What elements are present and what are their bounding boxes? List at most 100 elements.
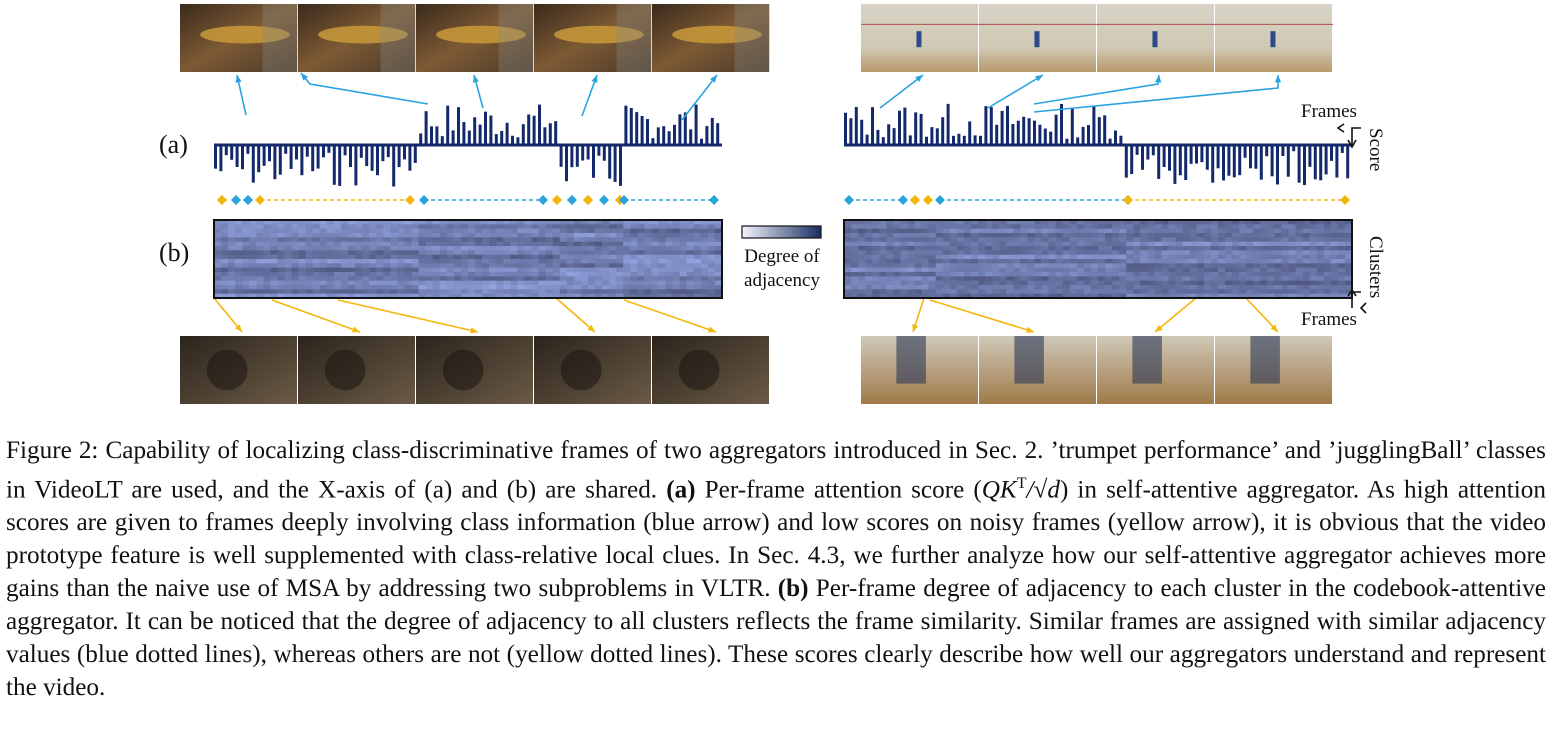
heatmap-cell [658,241,667,247]
heatmap-cell [531,293,540,299]
heatmap-cell [326,259,335,264]
heatmap-cell [1119,285,1127,290]
heatmap-cell [411,276,420,282]
heatmap-cell [1076,280,1085,286]
heatmap-cell [1309,246,1318,251]
heatmap-cell [587,237,596,243]
heatmap-cell [1203,259,1212,264]
score-bar [1022,116,1026,145]
diamond-marker [405,195,415,205]
heatmap-cell [263,250,271,256]
heatmap-cell [665,267,674,273]
heatmap-cell [1140,267,1148,273]
heatmap-cell [397,250,405,256]
heatmap-cell [1260,233,1268,238]
heatmap-cell [348,254,356,260]
heatmap-cell [1217,259,1226,264]
heatmap-cell [1076,276,1085,282]
heatmap-cell [1246,246,1254,251]
heatmap-cell [644,293,652,299]
heatmap-cell [1344,233,1353,238]
heatmap-cell [900,254,908,260]
heatmap-cell [524,289,532,295]
heatmap-cell [844,293,852,299]
heatmap-cell [844,289,852,295]
heatmap-cell [453,259,462,264]
heatmap-cell [1203,280,1212,286]
heatmap-cell [672,267,681,273]
heatmap-cell [1203,250,1212,256]
heatmap-cell [693,267,702,273]
heatmap-cell [1119,259,1127,264]
heatmap-cell [1126,259,1134,264]
heatmap-cell [1076,250,1085,256]
heatmap-cell [1027,289,1035,295]
heatmap-cell [1203,272,1212,277]
heatmap-cell [1069,285,1078,290]
heatmap-cell [1154,233,1162,238]
heatmap-cell [949,241,958,247]
heatmap-cell [573,276,582,282]
heatmap-cell [637,237,645,243]
heatmap-cell [411,285,420,290]
heatmap-cell [460,259,469,264]
heatmap-cell [1133,254,1141,260]
heatmap-cell [1189,250,1198,256]
caption-b-label: (b) [777,575,809,603]
heatmap-cell [439,254,448,260]
heatmap-cell [886,280,894,286]
heatmap-cell [298,293,307,299]
heatmap-cell [700,272,709,277]
score-bar [365,145,369,167]
heatmap-cell [872,259,880,264]
heatmap-cell [928,254,937,260]
heatmap-cell [404,233,413,238]
heatmap-cell [214,246,222,251]
heatmap-cell [291,280,300,286]
heatmap-cell [411,228,420,234]
heatmap-cell [425,246,434,251]
heatmap-cell [298,267,307,273]
heatmap-cell [305,250,314,256]
heatmap-cell [587,224,596,230]
heatmap-cell [496,285,504,290]
heatmap-cell [623,237,631,243]
heatmap-cell [468,263,476,269]
heatmap-cell [319,272,328,277]
heatmap-cell [284,220,293,225]
heatmap-cell [383,280,391,286]
heatmap-cell [242,280,250,286]
heatmap-cell [1027,293,1035,299]
heatmap-cell [545,254,554,260]
heatmap-cell [858,259,866,264]
heatmap-cell [935,254,944,260]
score-bar [489,115,493,145]
heatmap-cell [1246,254,1254,260]
score-bar [316,145,320,169]
heatmap-cell [1217,289,1226,295]
heatmap-cell [1203,246,1212,251]
heatmap-cell [1105,237,1113,243]
heatmap-cell [893,233,901,238]
heatmap-cell [510,263,518,269]
heatmap-cell [235,233,243,238]
heatmap-cell [475,259,483,264]
heatmap-cell [475,276,483,282]
score-bar [241,145,244,170]
heatmap-cell [1281,272,1289,277]
heatmap-cell [559,259,568,264]
heatmap-cell [1316,272,1325,277]
heatmap-cell [1062,254,1071,260]
heatmap-cell [1203,276,1212,282]
score-bar [1259,145,1263,180]
heatmap-cell [1055,220,1064,225]
score-bar [1265,145,1269,157]
heatmap-cell [263,289,271,295]
heatmap-cell [978,250,986,256]
heatmap-cell [475,263,483,269]
heatmap-cell [1062,263,1071,269]
heatmap-cell [978,220,986,225]
score-bar [957,133,961,145]
heatmap-cell [298,272,307,277]
heatmap-cell [1260,267,1268,273]
